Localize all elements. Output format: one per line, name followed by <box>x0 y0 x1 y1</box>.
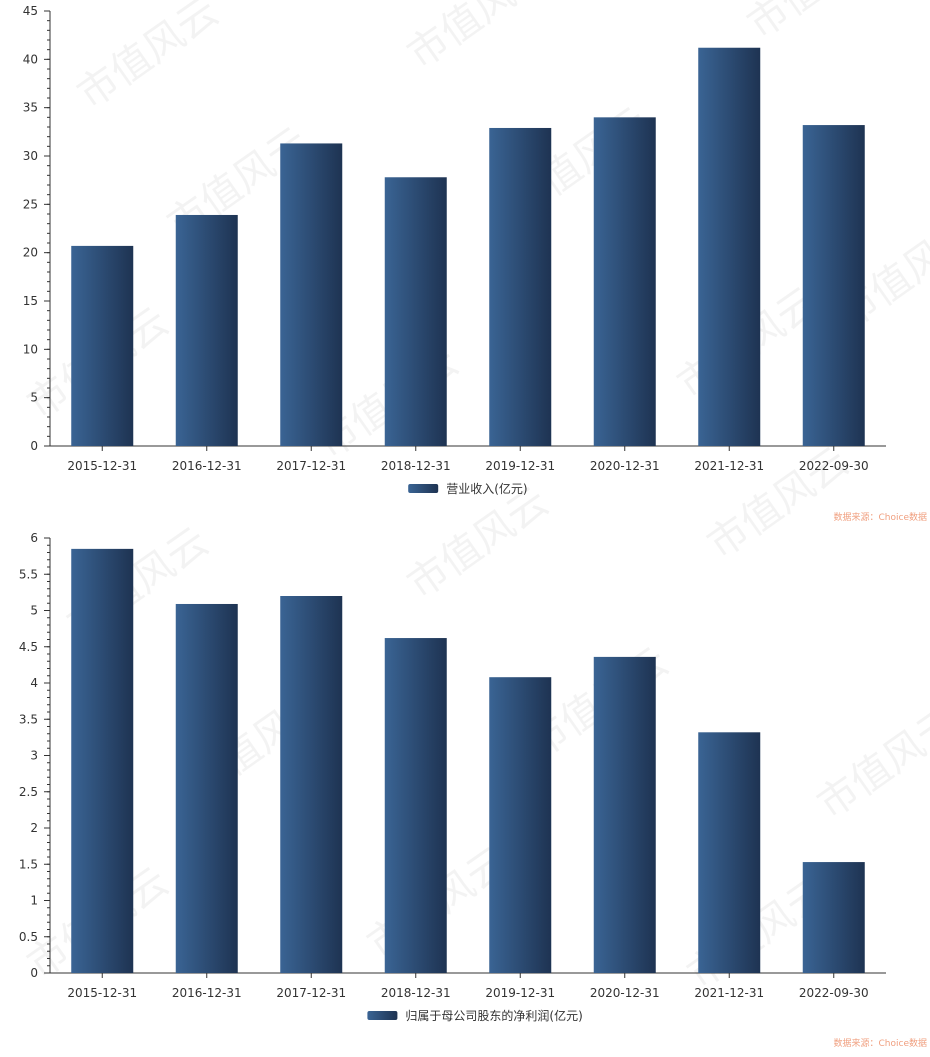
watermark-layer: 市值风云市值风云市值风云市值风云市值风云市值风云市值风云市值风云市值风云市值风云… <box>19 0 930 998</box>
bar-2019-12-31 <box>489 127 552 446</box>
bar-2022-09-30 <box>802 125 865 447</box>
watermark-text: 市值风云 <box>399 479 556 608</box>
bar-2020-12-31 <box>593 117 656 446</box>
y-tick-label: 0.5 <box>19 930 38 944</box>
y-tick-label: 15 <box>23 294 38 308</box>
y-tick-label: 5.5 <box>19 567 38 581</box>
y-tick-label: 10 <box>23 342 38 356</box>
bar-2021-12-31 <box>698 47 761 446</box>
bar-2016-12-31 <box>175 603 238 973</box>
legend-swatch <box>408 484 439 493</box>
legend-label: 归属于母公司股东的净利润(亿元) <box>405 1008 582 1023</box>
legend-swatch <box>367 1011 398 1020</box>
bar-2015-12-31 <box>71 548 134 973</box>
y-tick-label: 35 <box>23 101 38 115</box>
x-tick-label: 2020-12-31 <box>590 459 660 473</box>
y-tick-label: 45 <box>23 4 38 18</box>
data-source-label: 数据来源：Choice数据 <box>834 1037 927 1049</box>
x-tick-label: 2017-12-31 <box>276 459 346 473</box>
bar-2018-12-31 <box>384 177 447 446</box>
bar-2022-09-30 <box>802 862 865 973</box>
y-tick-label: 5 <box>30 604 38 618</box>
y-tick-label: 30 <box>23 149 38 163</box>
y-tick-label: 6 <box>30 531 38 545</box>
y-tick-label: 1 <box>30 894 38 908</box>
y-tick-label: 4 <box>30 676 38 690</box>
x-tick-label: 2015-12-31 <box>67 459 137 473</box>
x-tick-label: 2017-12-31 <box>276 986 346 1000</box>
x-tick-label: 2018-12-31 <box>381 986 451 1000</box>
x-tick-label: 2016-12-31 <box>172 986 242 1000</box>
watermark-text: 市值风云 <box>739 0 896 48</box>
bar-2020-12-31 <box>593 656 656 973</box>
y-tick-label: 2 <box>30 821 38 835</box>
y-tick-label: 0 <box>30 439 38 453</box>
x-tick-label: 2021-12-31 <box>694 459 764 473</box>
bar-2019-12-31 <box>489 677 552 973</box>
x-tick-label: 2022-09-30 <box>799 986 869 1000</box>
y-tick-label: 3.5 <box>19 712 38 726</box>
revenue-chart: 0 5 10 15 20 25 30 35 40 45 2015-12-31 2016-12-31 20… <box>23 4 886 496</box>
x-tick-label: 2022-09-30 <box>799 459 869 473</box>
x-tick-label: 2019-12-31 <box>485 986 555 1000</box>
y-tick-label: 2.5 <box>19 785 38 799</box>
y-tick-label: 40 <box>23 52 38 66</box>
bar-2017-12-31 <box>280 596 343 973</box>
y-tick-label: 1.5 <box>19 857 38 871</box>
x-tick-label: 2021-12-31 <box>694 986 764 1000</box>
bar-2015-12-31 <box>71 245 134 446</box>
y-tick-label: 0 <box>30 966 38 980</box>
bar-2018-12-31 <box>384 638 447 973</box>
y-tick-label: 3 <box>30 749 38 763</box>
net-profit-chart: 0 0.5 1 1.5 2 2.5 3 3.5 4 4.5 5 5.5 6 2015-12-31 2016-… <box>19 531 886 1023</box>
x-tick-label: 2016-12-31 <box>172 459 242 473</box>
x-tick-label: 2015-12-31 <box>67 986 137 1000</box>
y-tick-label: 5 <box>30 391 38 405</box>
data-source-label: 数据来源：Choice数据 <box>834 511 927 523</box>
legend-label: 营业收入(亿元) <box>446 481 527 496</box>
x-tick-label: 2020-12-31 <box>590 986 660 1000</box>
bar-2017-12-31 <box>280 143 343 446</box>
y-tick-label: 25 <box>23 197 38 211</box>
bar-2016-12-31 <box>175 214 238 446</box>
watermark-text: 市值风云 <box>399 0 556 78</box>
y-tick-label: 20 <box>23 246 38 260</box>
y-tick-label: 4.5 <box>19 640 38 654</box>
bar-2021-12-31 <box>698 732 761 973</box>
x-tick-label: 2018-12-31 <box>381 459 451 473</box>
x-tick-label: 2019-12-31 <box>485 459 555 473</box>
watermark-text: 市值风云 <box>69 0 226 118</box>
watermark-text: 市值风云 <box>809 699 930 828</box>
